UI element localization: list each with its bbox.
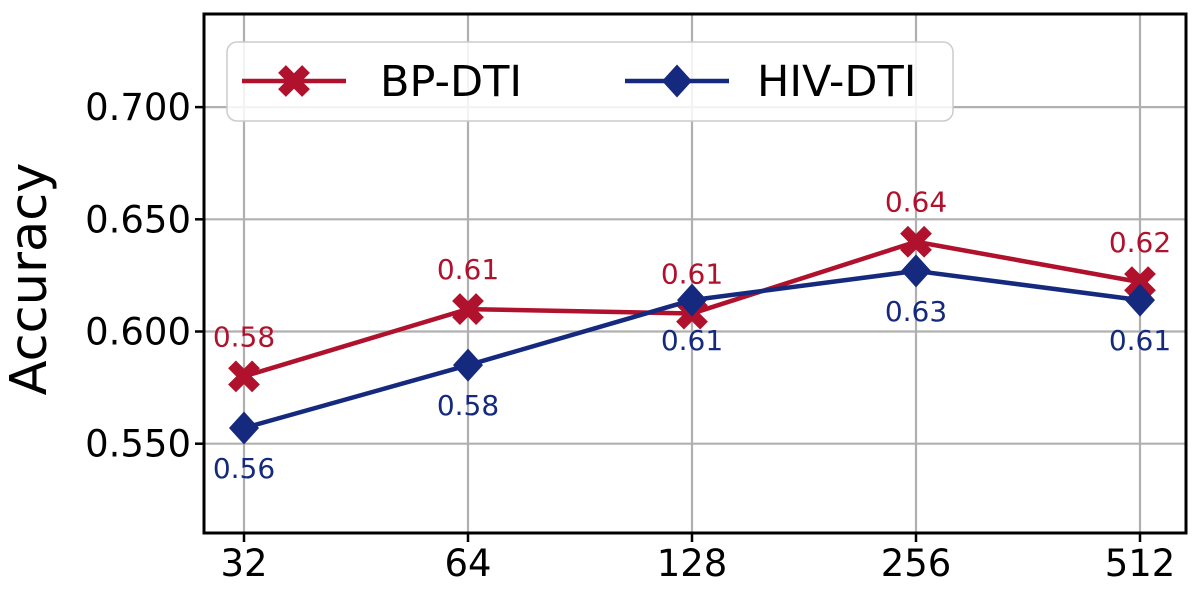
marker-hiv-dti-128: [677, 283, 707, 317]
data-label-bp-dti-512: 0.62: [1109, 226, 1171, 259]
marker-hiv-dti-256: [901, 254, 931, 288]
marker-bp-dti-32: [228, 360, 260, 393]
x-tick-label-128: 128: [657, 542, 728, 585]
data-label-hiv-dti-256: 0.63: [885, 295, 947, 328]
data-label-bp-dti-32: 0.58: [213, 320, 275, 353]
y-tick-label-0.700: 0.700: [85, 86, 191, 129]
x-tick-label-256: 256: [881, 542, 952, 585]
y-tick-label-0.650: 0.650: [85, 198, 191, 241]
tick-marks: [195, 105, 1142, 542]
marker-bp-dti-512: [1124, 266, 1156, 299]
data-label-hiv-dti-64: 0.58: [437, 389, 499, 422]
legend-entry-hiv-dti: HIV-DTI: [625, 57, 917, 107]
legend-marker-hiv-dti: [662, 64, 692, 98]
y-tick-label-0.550: 0.550: [85, 423, 191, 466]
legend-label-bp-dti: BP-DTI: [380, 57, 522, 107]
legend-entry-bp-dti: BP-DTI: [242, 57, 522, 107]
series-hiv-dti: 0.56 0.58 0.61 0.63 0.61: [213, 254, 1171, 485]
marker-hiv-dti-32: [229, 411, 259, 445]
data-label-hiv-dti-32: 0.56: [213, 452, 275, 485]
legend-marker-bp-dti: [278, 65, 310, 97]
x-tick-label-512: 512: [1105, 542, 1176, 585]
marker-hiv-dti-64: [453, 348, 483, 382]
data-label-bp-dti-64: 0.61: [437, 253, 499, 286]
x-tick-label-64: 64: [444, 542, 491, 585]
marker-hiv-dti-512: [1125, 283, 1155, 317]
marker-bp-dti-64: [452, 293, 484, 325]
y-axis-label: Accuracy: [0, 163, 59, 396]
data-label-hiv-dti-128: 0.61: [661, 324, 723, 357]
data-label-bp-dti-256: 0.64: [885, 186, 947, 219]
plot-border: [202, 12, 1188, 535]
legend-label-hiv-dti: HIV-DTI: [757, 57, 917, 107]
marker-bp-dti-256: [900, 225, 932, 258]
data-label-hiv-dti-512: 0.61: [1109, 324, 1171, 357]
y-tick-label-0.600: 0.600: [85, 311, 191, 354]
x-tick-label-32: 32: [220, 542, 267, 585]
legend: BP-DTI HIV-DTI: [226, 41, 954, 122]
legend-box: [226, 41, 954, 122]
